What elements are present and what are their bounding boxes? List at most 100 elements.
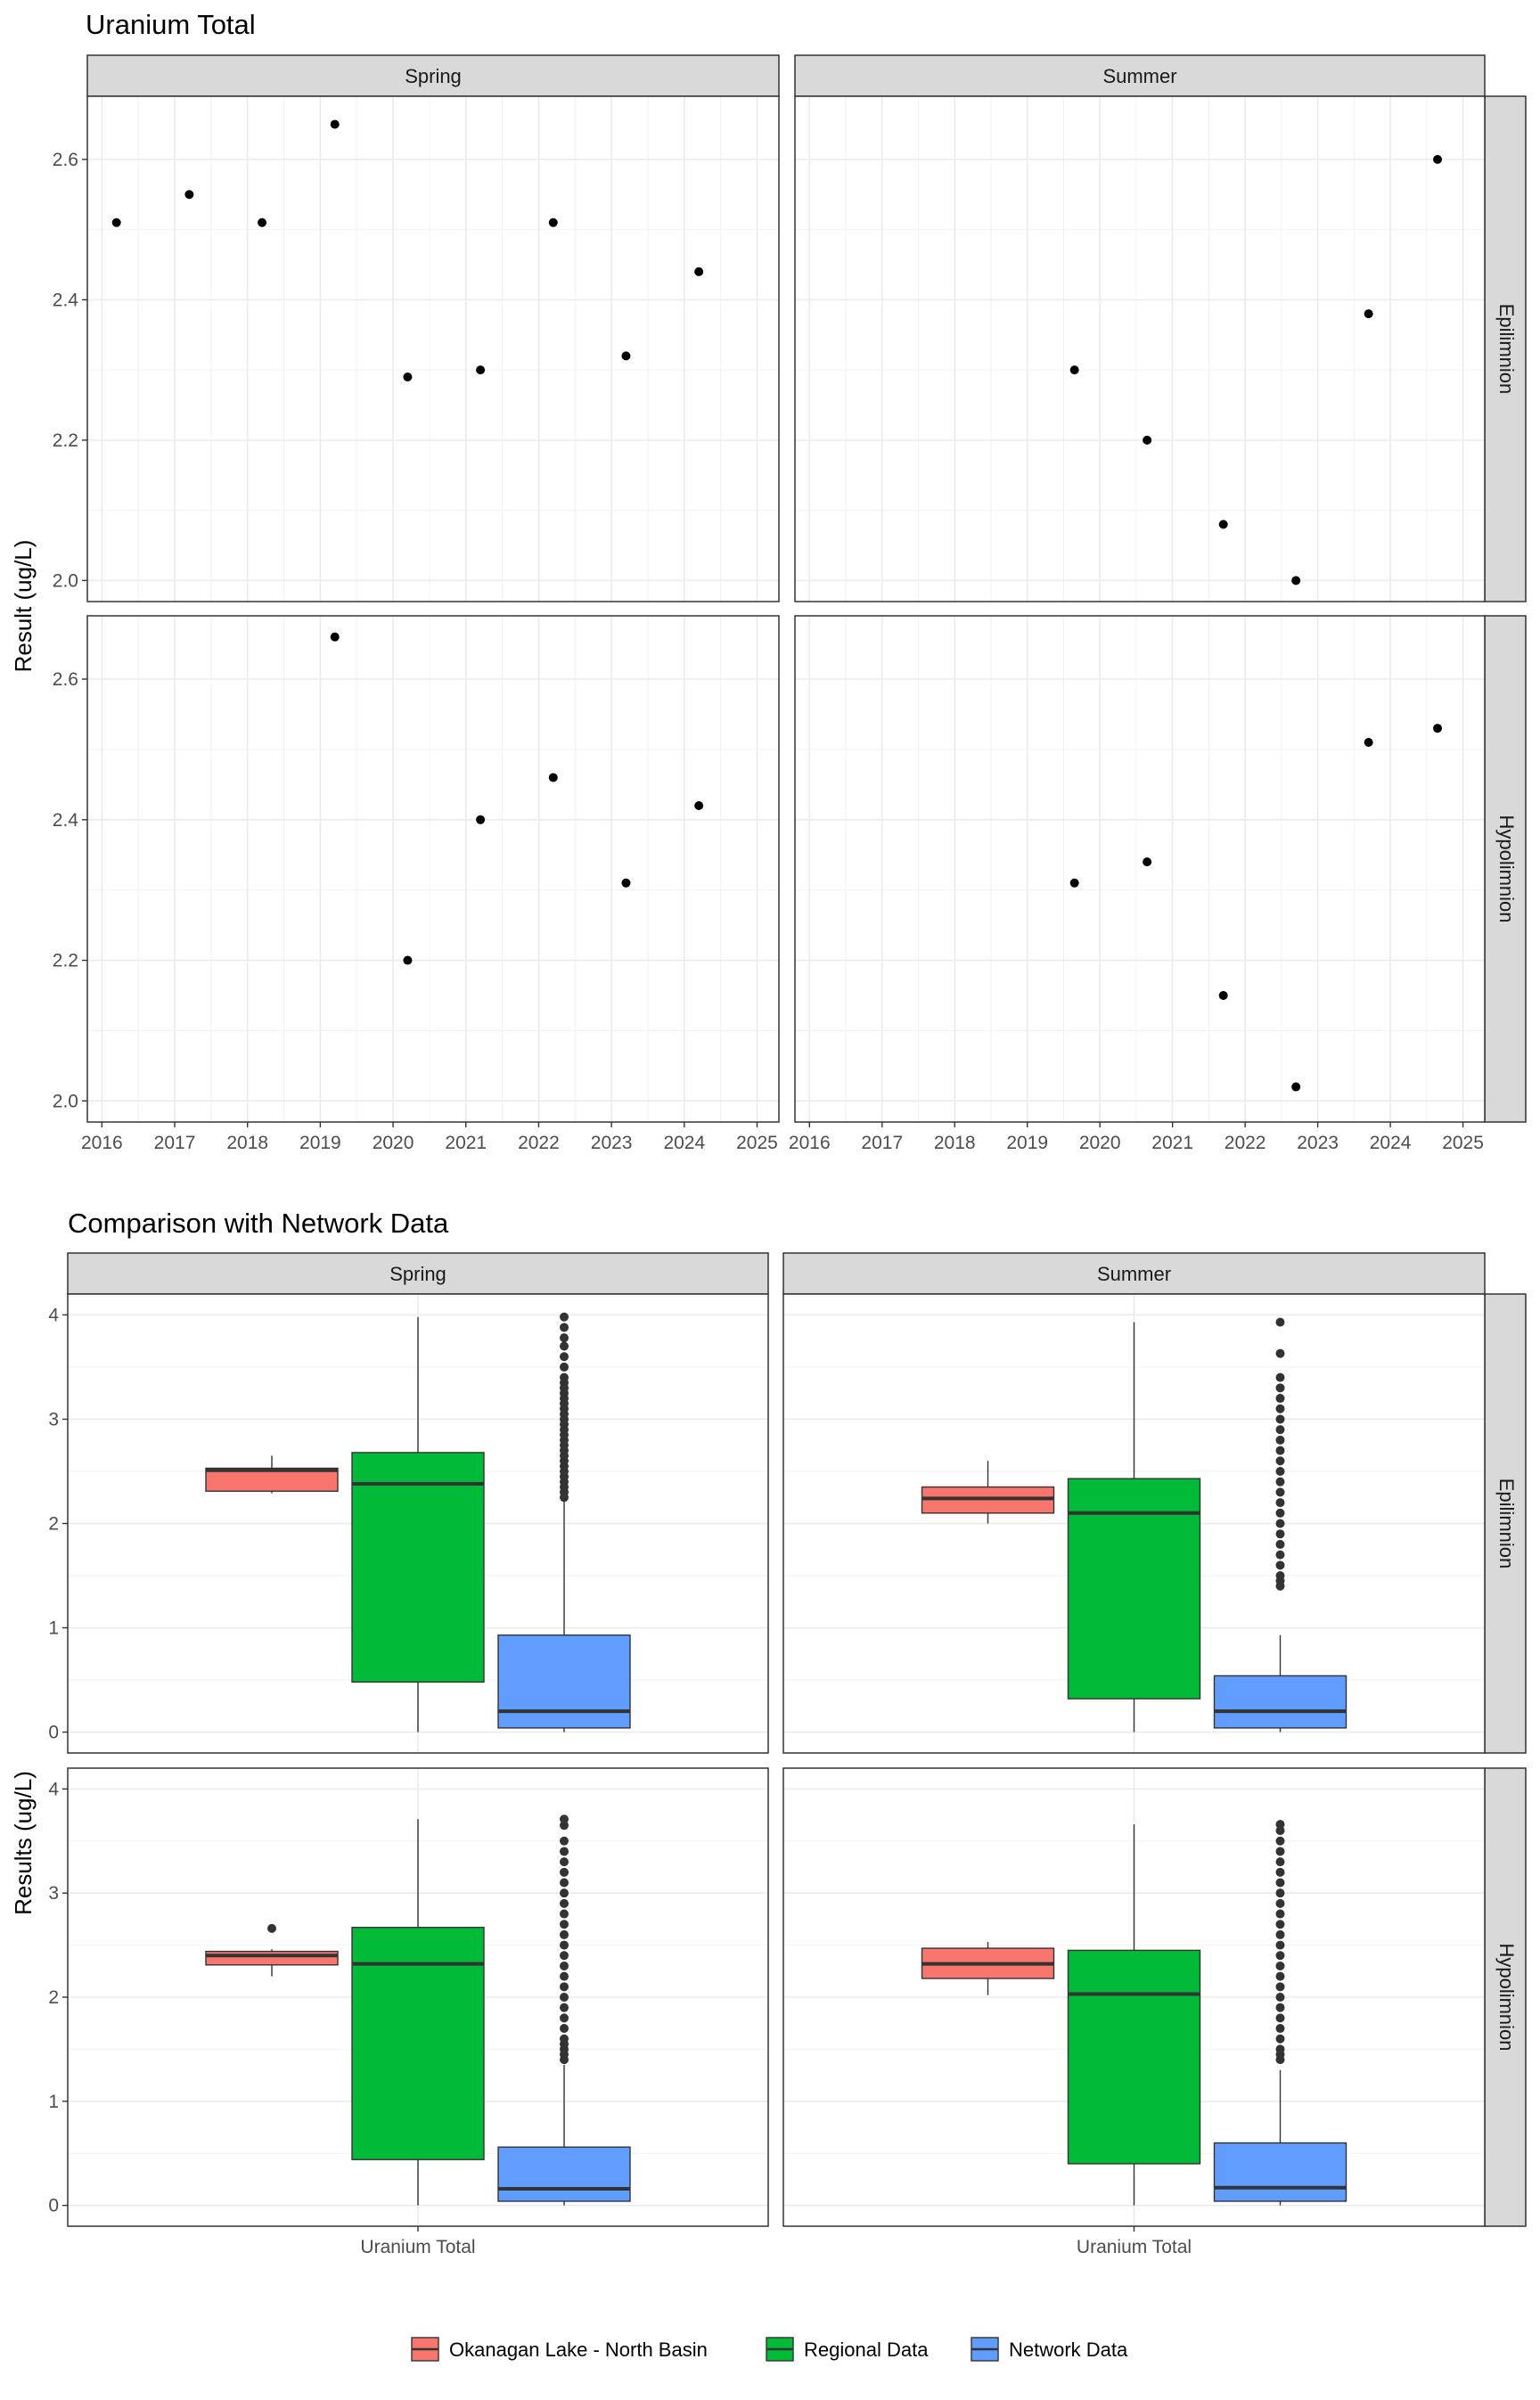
panel-summer-hypolimnion: 2016 2017 2018 2019 2020 2021 2022 2023 2024 2025 [789, 615, 1486, 1153]
data-point [330, 119, 340, 129]
data-point [1069, 878, 1079, 888]
panel-summer-epilimnion [794, 95, 1486, 602]
facet-strip-epilimnion [1484, 1293, 1527, 1754]
outlier-point [560, 1341, 569, 1351]
panel-border [782, 1293, 1486, 1754]
outlier-point [1275, 2003, 1285, 2012]
y-tick-label: 0 [48, 2196, 59, 2216]
outlier-point [1275, 1847, 1285, 1856]
data-point [1143, 857, 1152, 867]
facet-strip-hypolimnion [1484, 1767, 1527, 2227]
box-regional-data [351, 1819, 485, 2206]
outlier-point [1275, 1982, 1285, 1992]
chart2-y-axis-label: Results (ug/L) [10, 1771, 37, 1915]
facet-label-epilimnion: Epilimnion [1495, 1478, 1518, 1569]
data-point [184, 190, 194, 200]
panel-background [87, 616, 779, 1122]
panel-background [87, 96, 779, 602]
chart2-plot: Spring Summer Epilimnion Hypolimnion 0 1 2 3 4 0 1… [48, 1252, 1527, 2257]
legend-label: Regional Data [804, 2339, 929, 2361]
box-network-data [497, 1814, 631, 2206]
outlier-point [1275, 2013, 1285, 2023]
x-tick-label: 2023 [1297, 1133, 1339, 1153]
y-tick-label: 2.0 [53, 1091, 78, 1111]
box-regional-data [1067, 1824, 1201, 2206]
outlier-point [560, 1982, 569, 1992]
outlier-point [1275, 1993, 1285, 2002]
box-iqr [1067, 1478, 1201, 1700]
legend-label: Network Data [1009, 2339, 1128, 2361]
panel-spring-hypolimnion: 2.0 2.2 2.4 2.6 2016 2017 2018 2019 2020 2021 2022… [53, 615, 780, 1153]
panel-summer-epilimnion [782, 1293, 1486, 1754]
panel-border [86, 615, 780, 1123]
facet-strip-spring [86, 54, 780, 97]
outlier-point [560, 1888, 569, 1898]
outlier-point [1275, 1477, 1285, 1487]
outlier-point [1275, 2034, 1285, 2044]
outlier-point [1275, 1898, 1285, 1908]
y-tick-label: 2.0 [53, 570, 78, 591]
y-tick-label: 2.2 [53, 951, 78, 971]
box-iqr [1213, 1675, 1348, 1729]
outlier-point [560, 1951, 569, 1961]
box-okanagan-lake-north-basin [205, 1923, 339, 1977]
outlier-point [1275, 1971, 1285, 1981]
outlier-point [560, 1971, 569, 1981]
box-okanagan-lake-north-basin [205, 1455, 339, 1494]
outlier-point [1275, 1498, 1285, 1508]
outlier-point [560, 1312, 569, 1322]
y-tick-label: 2.6 [53, 669, 78, 690]
data-point [621, 878, 631, 888]
x-tick-label: 2024 [1370, 1133, 1412, 1153]
panel-summer-hypolimnion: Uranium Total [782, 1767, 1486, 2257]
box-iqr [497, 1634, 631, 1729]
outlier-point [1275, 1414, 1285, 1424]
outlier-point [560, 1847, 569, 1856]
outlier-point [1275, 1920, 1285, 1929]
box-regional-data [1067, 1322, 1201, 1732]
outlier-point [1275, 1826, 1285, 1836]
box-network-data [1213, 1820, 1348, 2206]
outlier-point [560, 1821, 569, 1831]
x-tick-label: 2016 [81, 1133, 123, 1153]
outlier-point [1275, 1508, 1285, 1518]
data-point [1364, 738, 1373, 747]
outlier-point [1275, 1867, 1285, 1877]
outlier-point [1275, 1425, 1285, 1435]
data-point [403, 955, 413, 965]
box-okanagan-lake-north-basin [921, 1942, 1055, 1995]
data-point [1433, 724, 1443, 733]
chart1-plot: Spring SummerEpilimnionHypolimnion2.02.22… [53, 54, 1527, 1153]
outlier-point [560, 1372, 569, 1382]
outlier-point [560, 1961, 569, 1970]
x-tick-label: 2021 [445, 1133, 487, 1153]
y-tick-label: 2.4 [53, 290, 79, 310]
y-tick-label: 2.4 [53, 810, 79, 831]
x-tick-label: 2023 [591, 1133, 633, 1153]
x-tick-label: 2025 [1442, 1133, 1484, 1153]
data-point [1433, 154, 1443, 164]
legend-label: Okanagan Lake - North Basin [449, 2339, 708, 2361]
chart1-title: Uranium Total [86, 9, 256, 40]
data-point [548, 217, 558, 227]
box-regional-data [351, 1316, 485, 1732]
outlier-point [1275, 1348, 1285, 1358]
outlier-point [1275, 1560, 1285, 1570]
box-okanagan-lake-north-basin [921, 1461, 1055, 1524]
box-iqr [351, 1452, 485, 1683]
outlier-point [1275, 1878, 1285, 1888]
y-tick-label: 1 [48, 2092, 59, 2112]
outlier-point [1275, 1404, 1285, 1413]
outlier-point [1275, 1383, 1285, 1393]
chart2-title: Comparison with Network Data [68, 1208, 449, 1239]
data-point [1291, 576, 1301, 586]
y-tick-label: 2.2 [53, 430, 78, 451]
facet-label-epilimnion: Epilimnion [1495, 304, 1518, 395]
facet-strip-summer [794, 54, 1486, 97]
outlier-point [1275, 1539, 1285, 1549]
data-point [111, 217, 121, 227]
outlier-point [560, 1929, 569, 1939]
outlier-point [1275, 1836, 1285, 1846]
legend-item-okanagan-lake-north-basin: Okanagan Lake - North Basin [411, 2337, 708, 2362]
x-tick-label: 2025 [736, 1133, 778, 1153]
